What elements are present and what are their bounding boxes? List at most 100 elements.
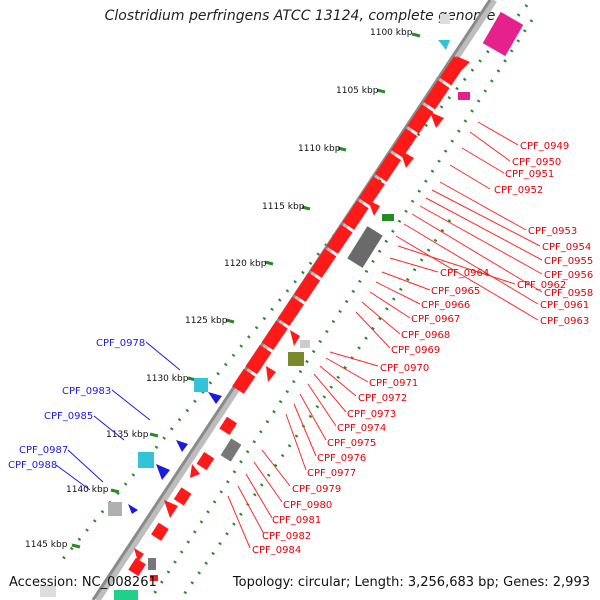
tick-mark xyxy=(376,88,386,94)
leader-line xyxy=(307,383,337,427)
cds-arrows xyxy=(134,56,470,581)
leader-line xyxy=(245,473,273,519)
blue-gene xyxy=(156,464,170,480)
cds-arrow xyxy=(368,200,380,216)
scale-ticks xyxy=(71,32,421,549)
map-title: Clostridium perfringens ATCC 13124, comp… xyxy=(104,8,496,24)
gene-label: CPF_0985 xyxy=(44,411,93,422)
gene-label: CPF_0970 xyxy=(380,363,429,374)
leader-line xyxy=(397,245,516,285)
white-gene xyxy=(440,14,450,24)
cds-arrow xyxy=(266,366,276,382)
leader-line xyxy=(395,235,539,321)
grey-gene-2 xyxy=(220,438,242,462)
tick-mark xyxy=(71,543,81,549)
blue-gene xyxy=(176,440,188,452)
leader-line xyxy=(319,365,357,397)
cds-arrow xyxy=(190,464,200,478)
leader-line xyxy=(411,213,543,293)
leader-line xyxy=(67,449,104,483)
gene-label: CPF_0987 xyxy=(19,445,68,456)
leader-line xyxy=(461,147,505,174)
gene-label: CPF_0953 xyxy=(528,226,577,237)
gene-label: CPF_0965 xyxy=(431,286,480,297)
leader-line xyxy=(285,413,307,471)
leader-line xyxy=(313,373,347,413)
leader-line xyxy=(325,357,369,383)
gene-label: CPF_0961 xyxy=(540,300,589,311)
gene-label: CPF_0966 xyxy=(421,300,470,311)
cds-band-main xyxy=(232,56,466,394)
red-leader-lines xyxy=(227,121,543,549)
blue-gene xyxy=(208,392,222,404)
gene-label: CPF_0949 xyxy=(520,141,569,152)
gene-label: CPF_0969 xyxy=(391,345,440,356)
leader-line xyxy=(431,189,541,247)
blue-gene xyxy=(128,504,138,514)
inner-ring-1 xyxy=(148,19,534,600)
tick-mark xyxy=(264,260,274,266)
cyan-arrow xyxy=(438,40,450,50)
scale-tick-labels: 1100 kbp 1105 kbp 1110 kbp 1115 kbp 1120… xyxy=(25,28,413,550)
leader-line xyxy=(389,257,439,273)
leader-line xyxy=(361,301,401,335)
leader-line xyxy=(55,464,91,491)
gene-label: CPF_0954 xyxy=(542,242,591,253)
leader-line xyxy=(111,389,151,421)
gene-label: CPF_0952 xyxy=(494,185,543,196)
cds-small xyxy=(150,575,158,581)
gene-label: CPF_0963 xyxy=(540,316,589,327)
leader-line xyxy=(419,205,543,275)
leader-line xyxy=(227,495,251,549)
leader-line xyxy=(93,415,125,441)
gene-label: CPF_0958 xyxy=(544,288,593,299)
red-gene-labels: CPF_0949 CPF_0950 CPF_0951 CPF_0952 CPF_… xyxy=(252,141,593,556)
tick-label: 1145 kbp xyxy=(25,540,68,550)
cds-arrow xyxy=(290,330,300,346)
gene-label: CPF_0980 xyxy=(283,500,332,511)
leader-line xyxy=(355,311,391,349)
leader-line xyxy=(449,164,491,190)
leader-line xyxy=(425,197,543,261)
grey-gene-3 xyxy=(108,502,122,516)
gene-label: CPF_0956 xyxy=(544,270,593,281)
tick-label: 1105 kbp xyxy=(336,86,379,96)
cyan-gene xyxy=(138,452,154,468)
leader-line xyxy=(469,131,511,162)
gene-label: CPF_0988 xyxy=(8,460,57,471)
cds-arrow xyxy=(456,56,470,70)
gene-label: CPF_0955 xyxy=(544,256,593,267)
tick-label: 1130 kbp xyxy=(146,374,189,384)
leader-line xyxy=(237,485,265,535)
leader-line xyxy=(369,291,411,319)
cds-band-lower xyxy=(126,416,238,579)
tick-mark xyxy=(301,205,311,211)
leader-line xyxy=(329,351,379,367)
tick-mark xyxy=(110,488,120,494)
cds-arrow xyxy=(430,112,444,128)
leader-line xyxy=(145,341,181,371)
gene-label: CPF_0967 xyxy=(411,314,460,325)
gene-label: CPF_0984 xyxy=(252,545,301,556)
gene-label: CPF_0981 xyxy=(272,515,321,526)
gene-label: CPF_0973 xyxy=(347,409,396,420)
green-gene xyxy=(382,214,394,221)
gene-label: CPF_0974 xyxy=(337,423,386,434)
tick-mark xyxy=(225,318,235,324)
aqua-gene xyxy=(114,590,138,600)
tick-mark xyxy=(337,146,347,152)
gene-label: CPF_0971 xyxy=(369,378,418,389)
gene-label: CPF_0982 xyxy=(262,531,311,542)
leader-line xyxy=(477,121,519,146)
tick-label: 1125 kbp xyxy=(185,316,228,326)
cyan-gene xyxy=(194,378,208,392)
leader-line xyxy=(403,223,539,305)
gene-label: CPF_0962 xyxy=(517,280,566,291)
cds-arrow xyxy=(134,548,144,562)
gene-label: CPF_0977 xyxy=(307,468,356,479)
tick-mark xyxy=(411,32,421,38)
tick-label: 1115 kbp xyxy=(262,202,305,212)
grey-gene-4 xyxy=(148,558,156,570)
gene-label: CPF_0979 xyxy=(292,484,341,495)
gene-label: CPF_0983 xyxy=(62,386,111,397)
